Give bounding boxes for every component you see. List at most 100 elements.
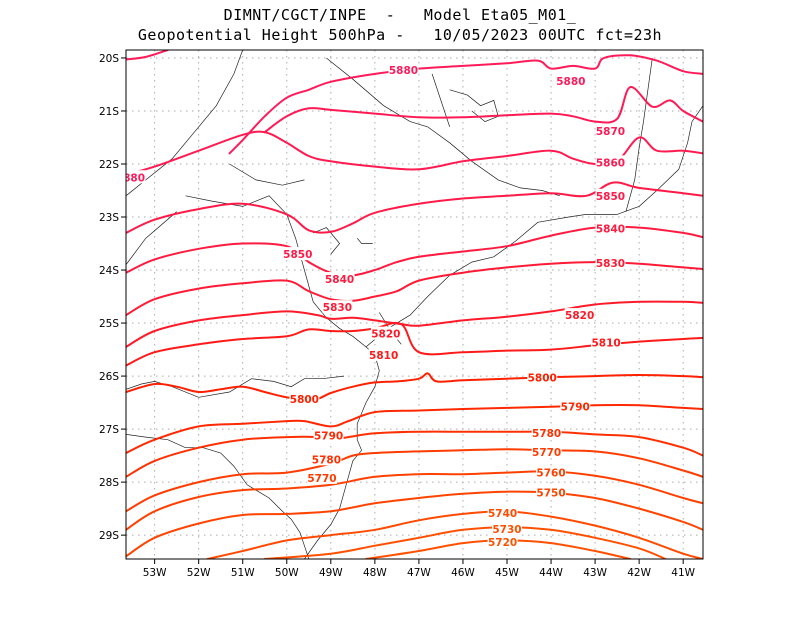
contour-label: 5870: [596, 126, 625, 138]
contour-label-bg: [595, 188, 626, 202]
contour-label-bg: [595, 256, 626, 270]
y-tick-label: 21S: [99, 106, 119, 118]
contour-5800: [126, 372, 703, 402]
contour-label: 5880: [389, 65, 418, 77]
contour-label: 5830: [323, 302, 352, 314]
x-tick-label: 47W: [407, 567, 431, 579]
contour-label-bg: [126, 170, 146, 184]
contour-label-bg: [282, 247, 313, 261]
contour-label: 5840: [325, 274, 354, 286]
x-tick-label: 50W: [275, 567, 299, 579]
y-tick-label: 25S: [99, 318, 119, 330]
x-tick-label: 52W: [187, 567, 211, 579]
contour-label: 5730: [492, 524, 521, 536]
contour-label-bg: [487, 505, 518, 519]
y-tick-label: 24S: [99, 265, 119, 277]
x-tick-label: 49W: [319, 567, 343, 579]
x-tick-label: 51W: [231, 567, 255, 579]
contour-label: 5810: [369, 350, 398, 362]
contour-label-bg: [527, 370, 558, 384]
contour-label-bg: [531, 444, 562, 458]
coastline-segment: [126, 211, 177, 265]
contour-label: 5820: [371, 329, 400, 341]
axis-ticks: 53W 52W 51W 50W 49W 48W 47W 46W 45W 44W 43W 42W 41W 2…: [99, 53, 696, 579]
y-tick-label: 20S: [99, 53, 119, 65]
x-tick-label: 41W: [671, 567, 695, 579]
contour-label: 5850: [596, 191, 625, 203]
y-tick-label: 22S: [99, 159, 119, 171]
contour-label-bg: [313, 428, 344, 442]
contour-label: 5840: [596, 224, 625, 236]
contour-5880: [126, 50, 169, 61]
contour-label: 5770: [307, 473, 336, 485]
contour-label-bg: [368, 347, 399, 361]
contour-label-bg: [324, 272, 355, 286]
contour-5740: [206, 510, 703, 559]
x-tick-label: 44W: [539, 567, 563, 579]
coastline-segment: [625, 57, 653, 212]
coastline-segment: [431, 73, 451, 128]
contour-label: 5760: [536, 468, 565, 480]
contour-label: 5860: [596, 157, 625, 169]
contour-label-bg: [531, 425, 562, 439]
contour-label: 5740: [488, 508, 517, 520]
y-tick-label: 28S: [99, 477, 119, 489]
coastline-segment: [313, 227, 341, 255]
y-tick-label: 26S: [99, 371, 119, 383]
contour-label: 5720: [488, 537, 517, 549]
contour-label: 5780: [312, 454, 341, 466]
contour-label-bg: [595, 124, 626, 138]
x-tick-label: 42W: [627, 567, 651, 579]
contour-label: 5790: [314, 430, 343, 442]
contour-labels: 5880 5880 5870 5860 5850 5840 5830 5820 5810 5800…: [116, 63, 626, 549]
contour-label: 5810: [591, 338, 620, 350]
contour-label: 5790: [561, 401, 590, 413]
contour-label: 5780: [532, 428, 561, 440]
contour-5730: [263, 526, 667, 559]
contour-5750: [126, 490, 703, 558]
x-tick-label: 43W: [583, 567, 607, 579]
contour-label-bg: [555, 73, 586, 87]
contour-5850: [126, 181, 703, 234]
coastline-segment: [229, 163, 305, 186]
contour-5790: [126, 403, 703, 454]
contour-label-bg: [289, 391, 320, 405]
contour-label: 5880: [116, 172, 145, 184]
contour-label-bg: [491, 521, 522, 535]
contour-label: 5820: [565, 310, 594, 322]
coastline-segment: [126, 434, 310, 559]
contour-label: 5770: [532, 447, 561, 459]
coastline-segment: [326, 57, 561, 197]
contour-label: 5800: [290, 394, 319, 406]
contour-label-bg: [487, 535, 518, 549]
x-tick-label: 45W: [495, 567, 519, 579]
contour-label: 5850: [283, 249, 312, 261]
contour-5860: [126, 130, 703, 176]
y-tick-label: 23S: [99, 212, 119, 224]
coastline-segment: [365, 105, 703, 348]
contour-label: 5800: [528, 373, 557, 385]
contour-5820: [126, 300, 703, 348]
contour-label-bg: [322, 300, 353, 314]
x-tick-label: 53W: [143, 567, 167, 579]
title-line-1: DIMNT/CGCT/INPE - Model Eta05_M01_: [223, 6, 577, 24]
contour-label-bg: [595, 155, 626, 169]
coastline-segment: [126, 50, 244, 197]
coastline-segment: [126, 375, 345, 398]
coastline-segment: [449, 89, 499, 123]
contour-5780: [126, 430, 703, 478]
x-tick-label: 48W: [363, 567, 387, 579]
contour-label-bg: [560, 399, 591, 413]
contour-5760: [126, 470, 703, 531]
contour-lines: [126, 50, 703, 559]
contour-label-bg: [311, 452, 342, 466]
coastline-segment: [185, 195, 380, 559]
contour-5770: [126, 448, 703, 513]
plot-frame: [125, 49, 704, 560]
coastline-segment: [356, 237, 373, 244]
y-tick-label: 29S: [99, 530, 119, 542]
contour-label-bg: [307, 470, 338, 484]
contour-5880: [228, 54, 703, 155]
contour-5870: [263, 86, 703, 134]
